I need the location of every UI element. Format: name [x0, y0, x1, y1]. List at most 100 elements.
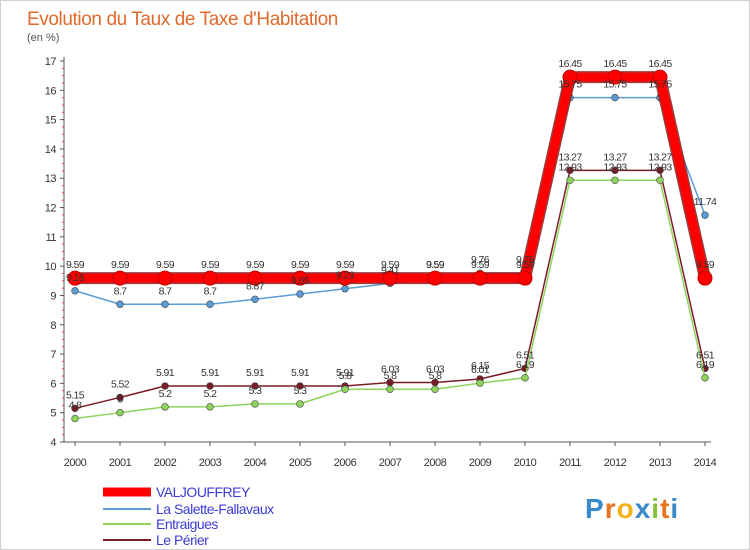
data-label: 5.91: [336, 367, 355, 379]
x-tick-label: 2009: [469, 457, 492, 469]
axes: 4 5 6 7 8 9 10 11 12 13 14 15 16 17 2000 2001 2002 2003 20…: [45, 56, 717, 469]
data-label: 5.52: [111, 378, 130, 390]
logo-letter: i: [651, 493, 660, 524]
data-label: 5.3: [294, 385, 308, 397]
data-point: [206, 300, 214, 308]
y-tick-label: 5: [50, 408, 56, 420]
data-label: 9.59: [696, 259, 715, 271]
data-point: [611, 166, 619, 175]
data-point: [112, 270, 128, 286]
data-label: 9.59: [66, 259, 85, 271]
data-point: [296, 290, 304, 298]
y-tick-label: 4: [50, 437, 56, 449]
data-label: 9.23: [336, 270, 355, 282]
logo-text: Proxiti: [585, 493, 679, 524]
data-label: 6.03: [381, 364, 400, 376]
x-tick-label: 2000: [64, 457, 87, 469]
y-tick-label: 16: [45, 85, 57, 97]
data-point: [341, 285, 349, 293]
data-point: [521, 374, 529, 382]
data-point: [202, 270, 218, 286]
data-label: 13.27: [603, 151, 627, 163]
data-point: [517, 270, 533, 286]
data-point: [611, 93, 619, 102]
data-point: [652, 69, 668, 85]
data-label: 9.16: [66, 272, 85, 284]
series-2: [71, 176, 709, 423]
data-point: [701, 211, 709, 219]
data-label: 15.75: [603, 79, 627, 91]
data-point: [251, 400, 259, 408]
legend-label: Entraigues: [156, 516, 218, 532]
data-label: 9.59: [516, 259, 535, 271]
data-point: [386, 385, 394, 393]
data-point: [71, 404, 79, 412]
data-point: [71, 414, 79, 423]
data-label: 13.27: [558, 151, 582, 163]
data-point: [476, 379, 484, 387]
data-label: 12.93: [648, 161, 672, 173]
data-point: [566, 176, 574, 184]
data-label: 9.59: [156, 259, 175, 271]
data-label: 9.76: [516, 254, 535, 266]
data-label: 8.7: [159, 285, 173, 297]
data-label: 9.59: [201, 259, 220, 271]
data-point: [656, 176, 664, 184]
data-label: 5.3: [249, 385, 263, 397]
data-label: 8.7: [204, 285, 218, 297]
logo-letter: i: [670, 493, 679, 524]
data-point: [701, 374, 709, 382]
y-tick-label: 14: [45, 144, 57, 156]
data-point: [161, 300, 169, 308]
x-tick-label: 2005: [289, 457, 312, 469]
data-label: 9.59: [246, 259, 265, 271]
y-tick-label: 13: [45, 173, 57, 185]
data-point: [337, 270, 353, 286]
data-label: 5.8: [384, 370, 398, 382]
data-label: 5.91: [201, 367, 220, 379]
y-tick-label: 10: [45, 261, 57, 273]
data-label: 8.87: [246, 280, 265, 292]
legend-label: Le Périer: [156, 532, 209, 548]
series-line-shadow: [69, 71, 711, 285]
logo-letter: t: [660, 493, 670, 524]
x-tick-label: 2007: [379, 457, 402, 469]
data-label: 16.45: [603, 58, 627, 70]
data-point: [296, 382, 304, 390]
x-tick-label: 2001: [109, 457, 132, 469]
series-0: [67, 69, 713, 286]
y-tick-label: 11: [46, 232, 57, 244]
data-point: [697, 270, 713, 286]
x-tick-label: 2003: [199, 457, 222, 469]
data-point: [71, 287, 79, 295]
logo-letter: x: [635, 493, 652, 524]
x-tick-label: 2014: [694, 457, 717, 469]
data-point: [157, 270, 173, 286]
data-point: [292, 270, 308, 286]
data-label: 9.76: [471, 254, 490, 266]
data-point: [206, 403, 214, 411]
data-point: [562, 69, 578, 85]
x-tick-label: 2010: [514, 457, 537, 469]
data-label: 16.45: [558, 58, 582, 70]
data-label: 9.59: [111, 259, 130, 271]
data-label: 9.59: [381, 259, 400, 271]
y-tick-label: 15: [45, 115, 57, 127]
data-label: 5.8: [339, 370, 353, 382]
data-point: [161, 382, 169, 390]
data-point: [341, 385, 349, 393]
data-point: [67, 270, 83, 286]
chart-title: Evolution du Taux de Taxe d'Habitation: [27, 9, 338, 30]
data-label: 12.93: [558, 161, 582, 173]
data-point: [161, 403, 169, 411]
x-tick-label: 2004: [244, 457, 267, 469]
x-tick-label: 2012: [604, 457, 627, 469]
data-point: [611, 176, 619, 184]
data-label: 9.59: [426, 259, 445, 271]
data-point: [566, 166, 574, 175]
y-tick-label: 12: [45, 203, 57, 215]
data-label: 9.05: [291, 275, 310, 287]
data-labels-layer: 9.59 9.59 9.59 9.59 9.59 9.59 9.59 9.59 9.59 9.59…: [66, 58, 718, 411]
y-tick-label: 6: [50, 378, 56, 390]
logo-letter: o: [617, 493, 635, 524]
